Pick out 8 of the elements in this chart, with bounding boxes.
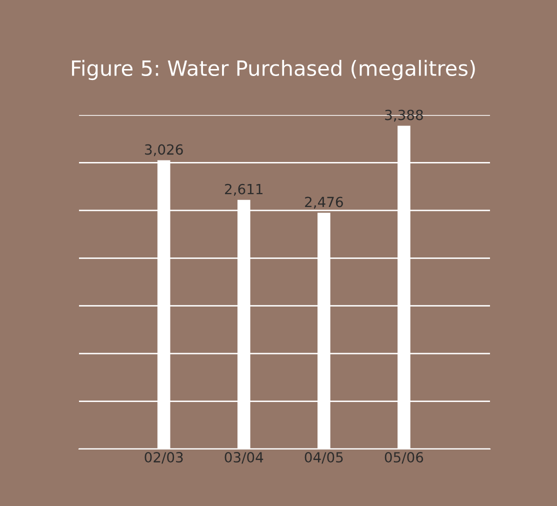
- chart-title: Figure 5: Water Purchased (megalitres): [72, 60, 475, 80]
- x-tick-label: 02/03: [144, 452, 183, 464]
- data-label: 3,026: [145, 144, 183, 156]
- x-tick-label: 05/06: [384, 452, 424, 464]
- data-label: 2,476: [305, 196, 343, 209]
- x-tick-label: 04/05: [304, 452, 343, 464]
- data-label: 2,611: [225, 184, 262, 196]
- x-tick-label: 03/04: [224, 452, 264, 464]
